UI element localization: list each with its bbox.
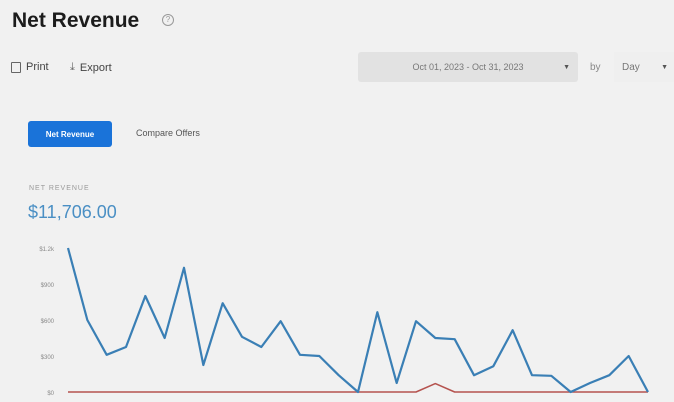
data-point[interactable] [258, 344, 264, 350]
data-point[interactable] [239, 334, 245, 340]
data-point[interactable] [336, 389, 342, 395]
data-point[interactable] [142, 293, 148, 299]
data-point[interactable] [84, 389, 90, 395]
data-point[interactable] [548, 373, 554, 379]
data-point[interactable] [432, 335, 438, 341]
data-point[interactable] [316, 389, 322, 395]
download-icon: ⤓ [70, 61, 75, 73]
data-point[interactable] [200, 389, 206, 395]
data-point[interactable] [374, 389, 380, 395]
metric-label: NET REVENUE [29, 185, 90, 192]
print-button[interactable]: Print [11, 61, 49, 73]
granularity-select[interactable]: Day ▼ [614, 52, 674, 82]
data-point[interactable] [278, 389, 284, 395]
tab-compare-offers[interactable]: Compare Offers [136, 128, 200, 138]
data-point[interactable] [200, 362, 206, 368]
data-point[interactable] [297, 352, 303, 358]
data-point[interactable] [452, 389, 458, 395]
data-point[interactable] [587, 389, 593, 395]
data-point[interactable] [626, 353, 632, 359]
data-point[interactable] [510, 389, 516, 395]
data-point[interactable] [220, 389, 226, 395]
page-title: Net Revenue [12, 9, 140, 32]
data-point[interactable] [626, 389, 632, 395]
tab-net-revenue[interactable]: Net Revenue [28, 121, 112, 147]
data-point[interactable] [104, 352, 110, 358]
data-point[interactable] [297, 389, 303, 395]
data-point[interactable] [278, 318, 284, 324]
data-point[interactable] [568, 389, 574, 395]
data-point[interactable] [587, 380, 593, 386]
caret-down-icon: ▼ [563, 63, 570, 71]
data-point[interactable] [162, 335, 168, 341]
data-point[interactable] [65, 389, 71, 395]
data-point[interactable] [181, 389, 187, 395]
printer-icon [11, 61, 21, 73]
y-tick-label: $0 [47, 391, 54, 397]
export-label: Export [79, 61, 112, 74]
data-point[interactable] [529, 389, 535, 395]
data-point[interactable] [606, 372, 612, 378]
data-point[interactable] [606, 389, 612, 395]
data-point[interactable] [394, 389, 400, 395]
data-point[interactable] [471, 389, 477, 395]
data-point[interactable] [510, 327, 516, 333]
data-point[interactable] [84, 317, 90, 323]
data-point[interactable] [336, 372, 342, 378]
date-range-value: Oct 01, 2023 - Oct 31, 2023 [412, 62, 524, 72]
data-point[interactable] [123, 389, 129, 395]
data-point[interactable] [645, 389, 651, 395]
print-label: Print [26, 61, 49, 73]
y-tick-label: $900 [41, 283, 55, 289]
granularity-value: Day [622, 61, 640, 73]
question-circle-icon[interactable]: ? [162, 14, 174, 26]
data-point[interactable] [413, 318, 419, 324]
by-label: by [590, 62, 601, 73]
metric-value: $11,706.00 [28, 202, 117, 222]
data-point[interactable] [374, 309, 380, 315]
data-point[interactable] [220, 300, 226, 306]
data-point[interactable] [413, 389, 419, 395]
data-point[interactable] [432, 381, 438, 387]
data-point[interactable] [142, 389, 148, 395]
data-point[interactable] [529, 372, 535, 378]
data-point[interactable] [548, 389, 554, 395]
data-point[interactable] [490, 363, 496, 369]
data-point[interactable] [471, 372, 477, 378]
export-button[interactable]: ⤓ Export [70, 61, 112, 74]
data-point[interactable] [258, 389, 264, 395]
data-point[interactable] [394, 380, 400, 386]
data-point[interactable] [162, 389, 168, 395]
caret-down-icon: ▼ [661, 63, 668, 71]
data-point[interactable] [123, 344, 129, 350]
y-tick-label: $1.2k [39, 247, 55, 253]
data-point[interactable] [452, 336, 458, 342]
data-point[interactable] [65, 245, 71, 251]
data-point[interactable] [316, 353, 322, 359]
data-point[interactable] [490, 389, 496, 395]
y-tick-label: $300 [41, 355, 55, 361]
data-point[interactable] [355, 389, 361, 395]
y-tick-label: $600 [41, 319, 55, 325]
data-point[interactable] [239, 389, 245, 395]
data-point[interactable] [181, 265, 187, 271]
date-range-select[interactable]: Oct 01, 2023 - Oct 31, 2023 ▼ [358, 52, 578, 82]
net-revenue-line [66, 247, 649, 394]
data-point[interactable] [104, 389, 110, 395]
